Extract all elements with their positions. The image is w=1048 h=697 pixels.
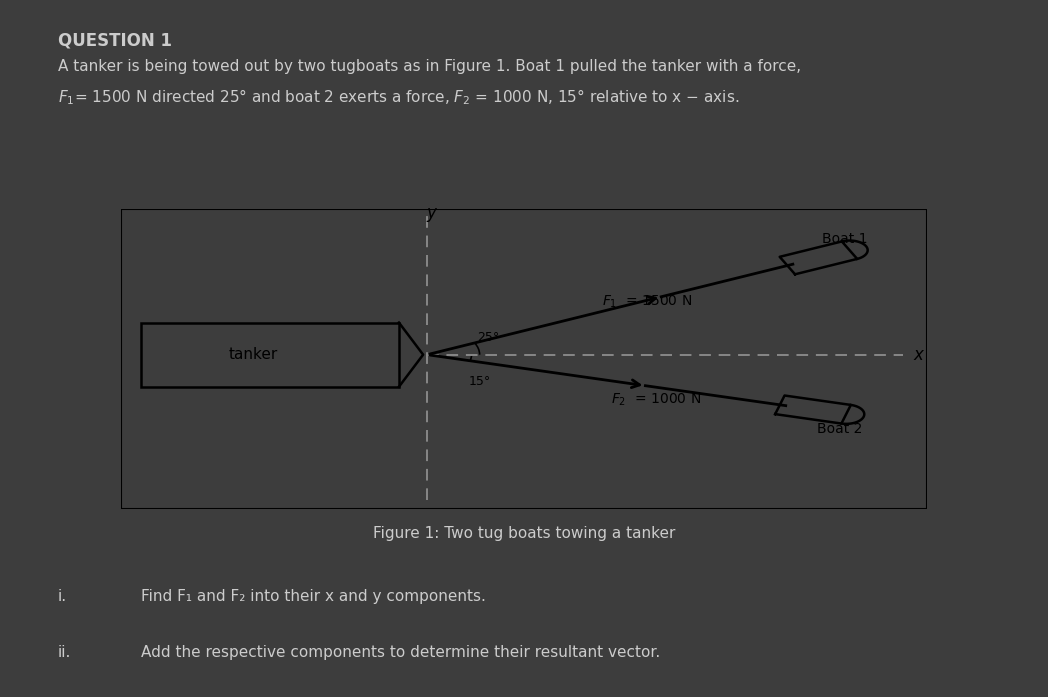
Text: $F_2$  = 1000 N: $F_2$ = 1000 N (611, 392, 701, 408)
Text: tanker: tanker (230, 347, 279, 362)
Text: x: x (913, 346, 923, 364)
Text: ii.: ii. (58, 645, 71, 660)
Text: 25°: 25° (477, 331, 500, 344)
Text: Boat 1: Boat 1 (823, 231, 868, 245)
Text: $F_1$= 1500 N directed 25° and boat 2 exerts a force, $F_2$ = 1000 N, 15° relati: $F_1$= 1500 N directed 25° and boat 2 ex… (58, 87, 739, 107)
Text: i.: i. (58, 589, 67, 604)
Text: Boat 2: Boat 2 (817, 422, 863, 436)
Text: Figure 1: Two tug boats towing a tanker: Figure 1: Two tug boats towing a tanker (373, 526, 675, 542)
Text: QUESTION 1: QUESTION 1 (58, 31, 172, 49)
Text: 15°: 15° (470, 375, 492, 388)
Text: $F_1$  = 1500 N: $F_1$ = 1500 N (602, 293, 692, 310)
Text: Add the respective components to determine their resultant vector.: Add the respective components to determi… (141, 645, 660, 660)
Text: A tanker is being towed out by two tugboats as in Figure 1. Boat 1 pulled the ta: A tanker is being towed out by two tugbo… (58, 59, 801, 75)
Text: y: y (427, 204, 436, 222)
Text: Find F₁ and F₂ into their x and y components.: Find F₁ and F₂ into their x and y compon… (141, 589, 486, 604)
Bar (140, 323, 399, 387)
